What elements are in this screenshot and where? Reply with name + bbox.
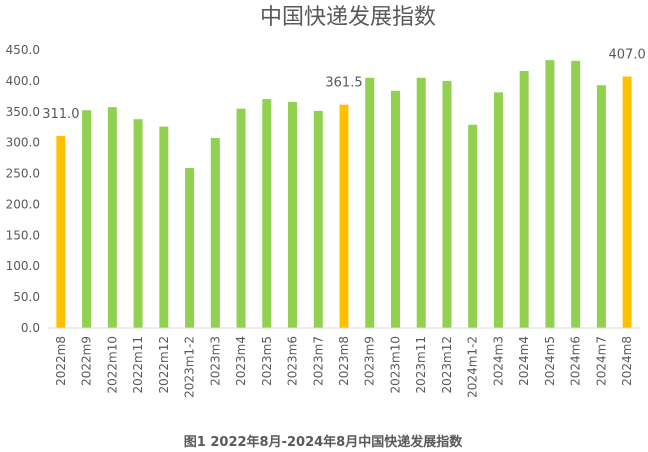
data-label: 361.5 bbox=[325, 76, 362, 91]
y-axis: 0.0 50.0 100.0 150.0 200.0 250.0 300.0 350.0 400… bbox=[6, 43, 40, 335]
x-tick-label: 2024m8 bbox=[620, 336, 634, 386]
bar bbox=[56, 135, 66, 328]
y-tick-label: 450.0 bbox=[6, 43, 40, 57]
bar bbox=[107, 107, 117, 329]
x-tick-label: 2022m11 bbox=[131, 336, 145, 394]
y-tick-label: 200.0 bbox=[6, 197, 40, 211]
bar bbox=[468, 124, 478, 328]
x-tick-label: 2023m8 bbox=[337, 336, 351, 386]
x-tick-label: 2024m4 bbox=[517, 336, 531, 386]
x-tick-label: 2023m12 bbox=[440, 336, 454, 394]
bar bbox=[416, 77, 426, 328]
y-tick-label: 100.0 bbox=[6, 259, 40, 273]
x-tick-label: 2024m3 bbox=[491, 336, 505, 386]
bar bbox=[493, 92, 503, 328]
y-tick-label: 250.0 bbox=[6, 167, 40, 181]
data-labels: 311.0 361.5 407.0 bbox=[42, 48, 645, 122]
bar bbox=[622, 76, 632, 328]
x-tick-label: 2023m5 bbox=[260, 336, 274, 386]
bars bbox=[56, 60, 632, 329]
x-tick-label: 2023m10 bbox=[388, 336, 402, 394]
x-tick-label: 2024m1-2 bbox=[466, 336, 480, 398]
y-tick-label: 50.0 bbox=[13, 290, 40, 304]
y-tick-label: 350.0 bbox=[6, 105, 40, 119]
bar bbox=[596, 85, 606, 328]
bar bbox=[133, 119, 143, 329]
x-tick-label: 2022m10 bbox=[105, 336, 119, 394]
x-tick-label: 2023m4 bbox=[234, 336, 248, 386]
x-tick-label: 2023m11 bbox=[414, 336, 428, 394]
x-tick-label: 2022m12 bbox=[157, 336, 171, 394]
chart-caption: 图1 2022年8月-2024年8月中国快递发展指数 bbox=[184, 434, 463, 450]
bar bbox=[571, 60, 581, 329]
bar bbox=[313, 110, 323, 329]
bar bbox=[185, 167, 195, 328]
x-tick-label: 2023m6 bbox=[286, 336, 300, 386]
x-axis: 2022m8 2022m9 2022m10 2022m11 2022m12 2023m1-… bbox=[48, 327, 640, 398]
bar bbox=[519, 71, 529, 328]
x-tick-label: 2023m7 bbox=[311, 336, 325, 386]
y-tick-label: 0.0 bbox=[21, 321, 40, 335]
bar bbox=[236, 108, 246, 328]
x-tick-label: 2023m3 bbox=[208, 336, 222, 386]
x-tick-label: 2024m6 bbox=[569, 336, 583, 386]
bar bbox=[339, 104, 349, 328]
x-tick-label: 2024m5 bbox=[543, 336, 557, 386]
x-tick-label: 2024m7 bbox=[594, 336, 608, 386]
y-tick-label: 300.0 bbox=[6, 136, 40, 150]
data-label: 311.0 bbox=[42, 107, 79, 122]
bar bbox=[442, 80, 452, 328]
bar bbox=[545, 60, 555, 329]
x-tick-label: 2022m8 bbox=[54, 336, 68, 386]
bar bbox=[288, 101, 298, 328]
bar bbox=[159, 126, 169, 328]
data-label: 407.0 bbox=[609, 48, 646, 63]
y-tick-label: 400.0 bbox=[6, 74, 40, 88]
x-tick-label: 2023m1-2 bbox=[183, 336, 197, 398]
bar bbox=[365, 77, 375, 328]
bar bbox=[262, 99, 272, 328]
chart-title: 中国快递发展指数 bbox=[260, 5, 436, 30]
y-tick-label: 150.0 bbox=[6, 228, 40, 242]
x-tick-label: 2023m9 bbox=[363, 336, 377, 386]
bar bbox=[390, 90, 400, 328]
bar bbox=[82, 110, 92, 328]
bar bbox=[210, 138, 220, 328]
x-tick-label: 2022m9 bbox=[80, 336, 94, 386]
